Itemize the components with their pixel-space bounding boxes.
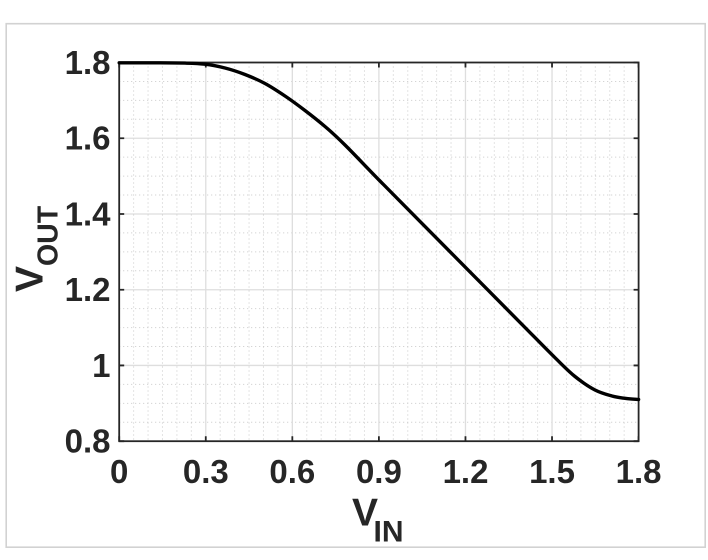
svg-text:0.8: 0.8	[65, 423, 111, 460]
svg-text:1.8: 1.8	[616, 453, 662, 490]
svg-text:1: 1	[92, 347, 110, 384]
svg-text:0: 0	[110, 453, 128, 490]
svg-text:1.2: 1.2	[443, 453, 489, 490]
svg-text:0.9: 0.9	[356, 453, 402, 490]
svg-text:1.5: 1.5	[529, 453, 575, 490]
svg-text:1.4: 1.4	[65, 195, 112, 232]
svg-text:0.3: 0.3	[183, 453, 229, 490]
svg-text:1.2: 1.2	[65, 271, 111, 308]
svg-text:1.8: 1.8	[65, 44, 111, 81]
svg-text:0.6: 0.6	[269, 453, 315, 490]
svg-text:VIN: VIN	[352, 492, 404, 549]
svg-text:1.6: 1.6	[65, 120, 111, 157]
